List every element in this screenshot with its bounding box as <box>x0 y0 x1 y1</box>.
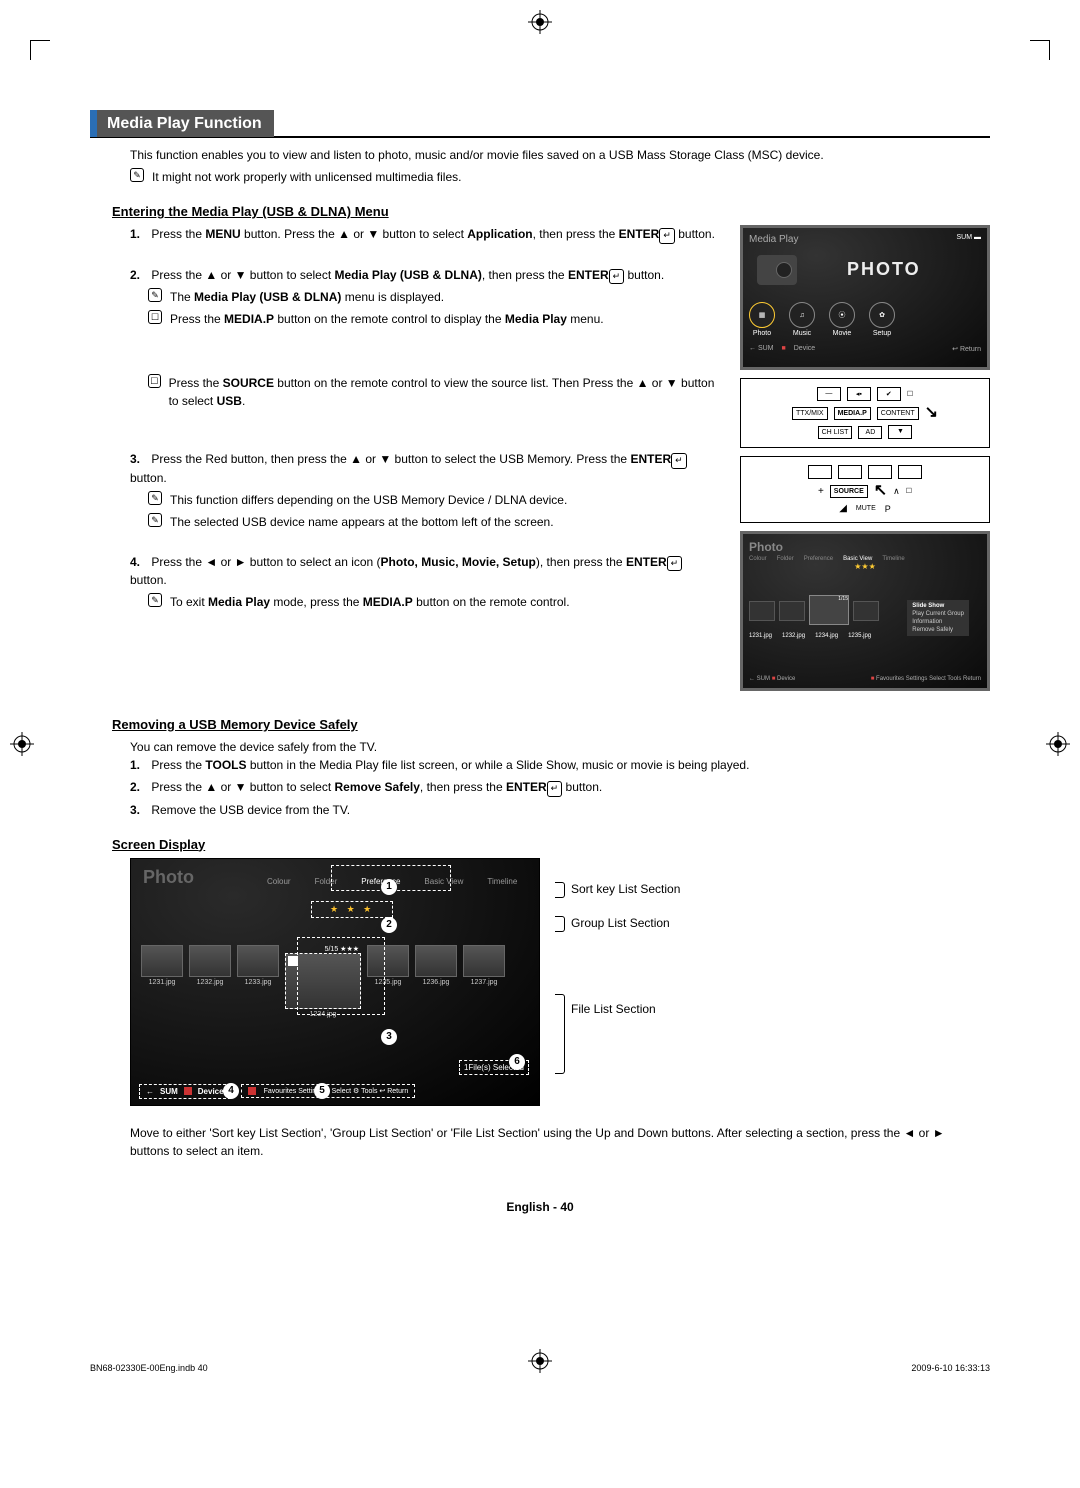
doc-file: BN68-02330E-00Eng.indb 40 <box>90 1363 208 1373</box>
step-item: 4. Press the ◄ or ► button to select an … <box>130 553 720 612</box>
crop-mark <box>30 40 50 60</box>
doc-meta: BN68-02330E-00Eng.indb 40 2009-6-10 16:3… <box>90 1363 990 1373</box>
registration-mark <box>10 732 34 756</box>
enter-icon: ↵ <box>671 453 687 469</box>
intro-note-text: It might not work properly with unlicens… <box>152 168 461 186</box>
section-title: Media Play Function <box>107 115 262 133</box>
page-footer: English - 40 <box>90 1200 990 1214</box>
step-item: 2. Press the ▲ or ▼ button to select Med… <box>130 266 720 411</box>
setup-icon: ✿ <box>869 302 895 328</box>
callout-5-icon: 5 <box>314 1083 330 1099</box>
red-square-icon <box>184 1087 192 1095</box>
note-icon: ✎ <box>130 168 144 182</box>
callout-4-icon: 4 <box>223 1083 239 1099</box>
screenshot-media-play-menu: Media Play SUM ▬ PHOTO ▦Photo ♫Music ⦿Mo… <box>740 225 990 370</box>
remote-icon: ☐ <box>148 310 162 324</box>
camera-icon <box>757 255 797 285</box>
music-icon: ♫ <box>789 302 815 328</box>
screenshot-photo-list: Photo ColourFolderPreferenceBasic ViewTi… <box>740 531 990 691</box>
step-item: 3. Remove the USB device from the TV. <box>130 801 990 819</box>
steps-list-1: 1. Press the MENU button. Press the ▲ or… <box>130 225 720 611</box>
remote-icon: ☐ <box>148 374 161 388</box>
steps-list-2: 1. Press the TOOLS button in the Media P… <box>130 756 990 819</box>
intro-note: ✎ It might not work properly with unlice… <box>130 168 990 186</box>
callout-3-icon: 3 <box>381 1029 397 1045</box>
photo-icon: ▦ <box>749 302 775 328</box>
callout-labels: Sort key List Section Group List Section… <box>555 858 680 1050</box>
note-icon: ✎ <box>148 593 162 607</box>
callout-1-icon: 1 <box>381 879 397 895</box>
context-menu: Slide ShowPlay Current GroupInformationR… <box>907 600 969 636</box>
section-title-bar: Media Play Function <box>90 110 990 138</box>
crop-mark <box>1030 40 1050 60</box>
enter-icon: ↵ <box>547 781 563 797</box>
sub-title-1: Entering the Media Play (USB & DLNA) Men… <box>112 204 990 219</box>
note-icon: ✎ <box>148 491 162 505</box>
step-item: 3. Press the Red button, then press the … <box>130 450 720 531</box>
sub-title-3: Screen Display <box>112 837 990 852</box>
remote-diagram-2: +SOURCE↖∧☐ ◢MUTEP <box>740 456 990 523</box>
sub-title-2: Removing a USB Memory Device Safely <box>112 717 990 732</box>
registration-mark <box>528 10 552 34</box>
callout-6-icon: 6 <box>509 1054 525 1070</box>
intro-text: This function enables you to view and li… <box>130 146 990 164</box>
enter-icon: ↵ <box>667 556 683 572</box>
callout-2-icon: 2 <box>381 917 397 933</box>
enter-icon: ↵ <box>609 269 625 285</box>
note-icon: ✎ <box>148 513 162 527</box>
step-item: 1. Press the MENU button. Press the ▲ or… <box>130 225 720 244</box>
note-icon: ✎ <box>148 288 162 302</box>
sub2-intro: You can remove the device safely from th… <box>130 738 990 756</box>
doc-timestamp: 2009-6-10 16:33:13 <box>911 1363 990 1373</box>
bottom-note: Move to either 'Sort key List Section', … <box>130 1124 950 1160</box>
title-accent <box>90 110 97 137</box>
registration-mark <box>1046 732 1070 756</box>
red-square-icon <box>248 1087 256 1095</box>
step-item: 2. Press the ▲ or ▼ button to select Rem… <box>130 778 990 797</box>
step-item: 1. Press the TOOLS button in the Media P… <box>130 756 990 774</box>
enter-icon: ↵ <box>659 228 675 244</box>
remote-diagram-1: —◂▪✔☐ TTX/MIXMEDIA.PCONTENT↘ CH LISTAD▼ <box>740 378 990 448</box>
movie-icon: ⦿ <box>829 302 855 328</box>
screen-display-diagram: Photo ColourFolderPreferenceBasic ViewTi… <box>130 858 540 1106</box>
